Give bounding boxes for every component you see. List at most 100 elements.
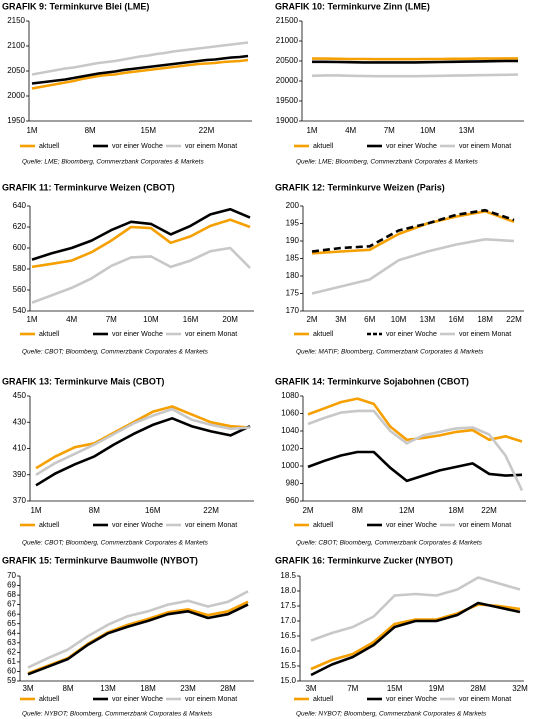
y-tick-label: 67 (7, 600, 16, 609)
legend-label: vor einem Monat (185, 331, 237, 338)
series-line (31, 218, 251, 269)
x-tick-label: 4M (345, 126, 356, 135)
legend-label: vor einer Woche (386, 331, 437, 338)
legend-label: vor einem Monat (459, 143, 511, 150)
series-line (35, 405, 251, 470)
x-tick-label: 22M (199, 126, 215, 135)
legend-label: aktuell (313, 331, 334, 338)
y-tick-label: 410 (13, 444, 27, 453)
series-line (31, 58, 249, 90)
series-line (311, 73, 519, 78)
x-tick-label: 19M (429, 684, 445, 693)
x-tick-label: 8M (85, 126, 96, 135)
x-tick-label: 15M (387, 684, 403, 693)
legend-label: vor einer Woche (386, 143, 437, 150)
series-line (31, 246, 251, 304)
x-tick-label: 13M (420, 315, 436, 324)
source: Quelle: NYBOT; Bloomberg, Commerzbank Co… (22, 711, 213, 718)
y-tick-label: 600 (13, 243, 27, 252)
y-tick-label: 60 (7, 667, 16, 676)
legend-label: vor einem Monat (185, 522, 237, 529)
y-tick-label: 1060 (281, 409, 299, 418)
y-tick-label: 20000 (276, 76, 299, 85)
y-tick-label: 620 (13, 222, 27, 231)
legend-label: vor einem Monat (459, 696, 511, 703)
y-tick-label: 62 (7, 647, 16, 656)
x-tick-label: 8M (352, 506, 363, 515)
y-tick-label: 15.0 (280, 676, 296, 685)
y-tick-label: 1000 (281, 461, 299, 470)
legend-label: aktuell (313, 696, 334, 703)
x-tick-label: 32M (512, 684, 528, 693)
chart-title: GRAFIK 10: Terminkurve Zinn (LME) (275, 1, 430, 11)
y-tick-label: 2150 (7, 16, 25, 25)
x-tick-label: 7M (347, 684, 358, 693)
x-tick-label: 8M (62, 684, 73, 693)
x-tick-label: 13M (100, 684, 116, 693)
x-tick-label: 18M (448, 506, 464, 515)
x-tick-label: 18M (140, 684, 156, 693)
legend-label: vor einer Woche (112, 331, 163, 338)
y-tick-label: 18.0 (280, 586, 296, 595)
y-tick-label: 2000 (7, 91, 25, 100)
y-tick-label: 15.5 (280, 661, 296, 670)
y-tick-label: 19000 (276, 116, 299, 125)
x-tick-label: 16M (145, 506, 161, 515)
series-line (35, 417, 251, 487)
y-tick-label: 560 (13, 285, 27, 294)
chart-title: GRAFIK 11: Terminkurve Weizen (CBOT) (2, 182, 175, 192)
chart-title: GRAFIK 13: Terminkurve Mais (CBOT) (2, 376, 164, 386)
x-tick-label: 10M (143, 315, 159, 324)
x-tick-label: 28M (220, 684, 236, 693)
y-tick-label: 175 (286, 289, 300, 298)
source: Quelle: MATIF; Bloomberg, Commerzbank Co… (296, 349, 484, 356)
y-tick-label: 20500 (276, 56, 299, 65)
y-tick-label: 960 (286, 496, 300, 505)
series-line (31, 41, 249, 76)
y-tick-label: 980 (286, 479, 300, 488)
x-tick-label: 8M (89, 506, 100, 515)
series-line (310, 601, 521, 677)
source: Quelle: NYBOT; Bloomberg, Commerzbank Co… (296, 711, 487, 718)
y-tick-label: 64 (7, 628, 16, 637)
source: Quelle: LME; Bloomberg, Commerzbank Corp… (296, 159, 478, 166)
x-tick-label: 16M (183, 315, 199, 324)
legend-label: vor einer Woche (386, 696, 437, 703)
chart-title: GRAFIK 9: Terminkurve Blei (LME) (2, 1, 149, 11)
y-tick-label: 195 (286, 219, 300, 228)
series-line (31, 207, 251, 261)
x-tick-label: 4M (66, 315, 77, 324)
y-tick-label: 66 (7, 609, 16, 618)
y-tick-label: 21000 (276, 36, 299, 45)
x-tick-label: 12M (399, 506, 415, 515)
y-tick-label: 370 (13, 496, 27, 505)
series-line (27, 590, 249, 669)
y-tick-label: 170 (286, 306, 300, 315)
y-tick-label: 1950 (7, 116, 25, 125)
y-tick-label: 69 (7, 581, 16, 590)
x-tick-label: 1M (306, 126, 317, 135)
y-tick-label: 17.0 (280, 616, 296, 625)
x-tick-label: 3M (335, 315, 346, 324)
y-tick-label: 17.5 (280, 601, 296, 610)
series-line (310, 576, 521, 642)
y-tick-label: 68 (7, 590, 16, 599)
y-tick-label: 450 (13, 391, 27, 400)
y-tick-label: 1080 (281, 391, 299, 400)
y-tick-label: 18.5 (280, 571, 296, 580)
y-tick-label: 70 (7, 571, 16, 580)
legend-label: aktuell (313, 522, 334, 529)
x-tick-label: 1M (26, 126, 37, 135)
x-tick-label: 20M (222, 315, 238, 324)
x-tick-label: 2M (302, 506, 313, 515)
y-tick-label: 19500 (276, 96, 299, 105)
y-tick-label: 1040 (281, 426, 299, 435)
x-tick-label: 7M (106, 315, 117, 324)
x-tick-label: 18M (477, 315, 493, 324)
legend-label: aktuell (39, 143, 60, 150)
x-tick-label: 3M (22, 684, 33, 693)
x-tick-label: 13M (459, 126, 475, 135)
source: Quelle: CBOT; Bloomberg, Commerzbank Cor… (22, 540, 209, 547)
y-tick-label: 16.0 (280, 646, 296, 655)
x-tick-label: 6M (364, 315, 375, 324)
